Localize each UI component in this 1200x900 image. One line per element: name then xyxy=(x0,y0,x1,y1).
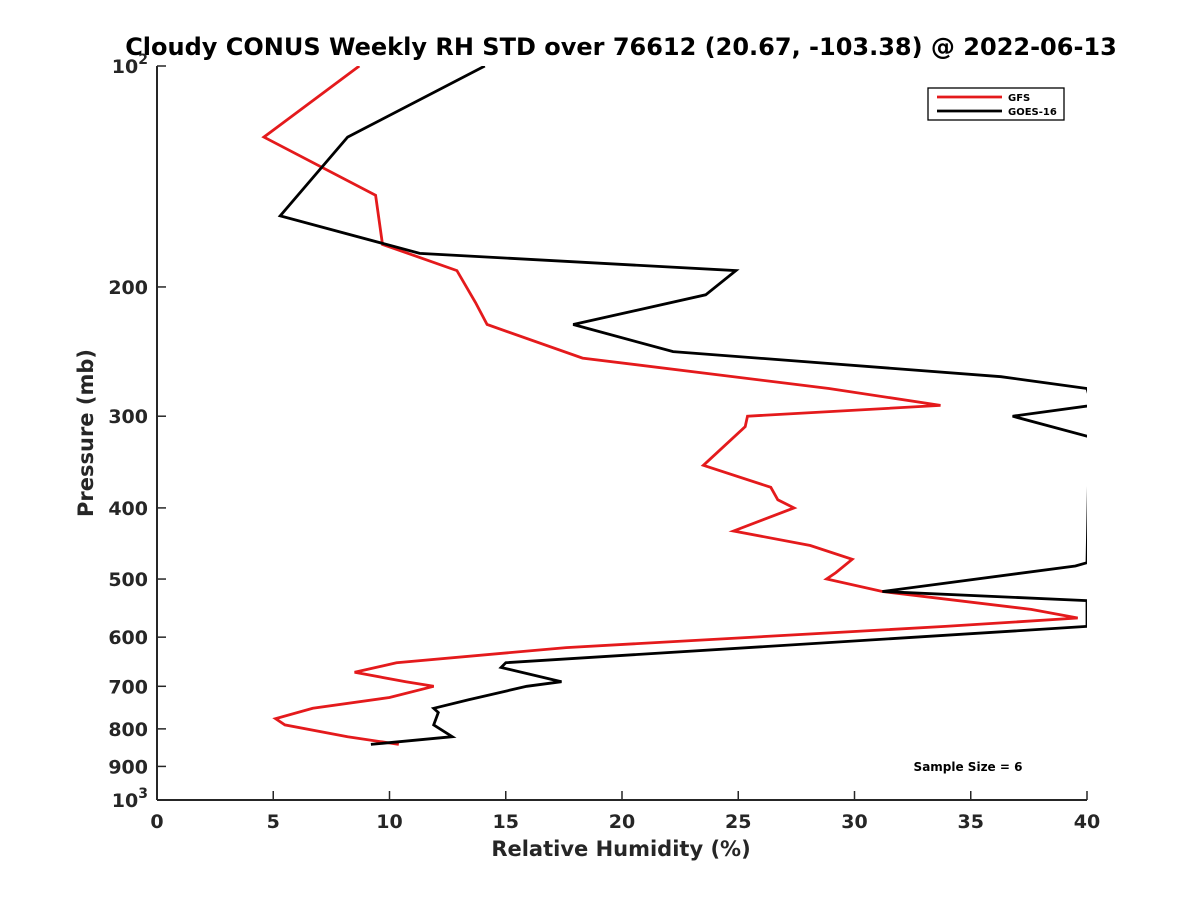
annotation-sample-size: Sample Size = 6 xyxy=(914,760,1023,774)
y-tick-label: 400 xyxy=(108,498,148,520)
legend-box xyxy=(927,87,1065,121)
x-axis-label: Relative Humidity (%) xyxy=(491,837,750,861)
series-line-goes-16 xyxy=(277,66,1087,746)
x-tick-label: 25 xyxy=(725,811,751,833)
y-tick-label: 102 xyxy=(112,52,148,78)
y-tick-label: 500 xyxy=(108,569,148,591)
x-tick-label: 15 xyxy=(493,811,519,833)
x-tick-label: 30 xyxy=(841,811,867,833)
legend-label: GFS xyxy=(1008,93,1030,104)
y-tick-label: 103 xyxy=(112,786,148,812)
y-tick-label: 800 xyxy=(108,719,148,741)
legend: GFS GOES-16 xyxy=(927,87,1065,121)
x-tick-label: 40 xyxy=(1074,811,1100,833)
chart-title: Cloudy CONUS Weekly RH STD over 76612 (2… xyxy=(125,33,1117,61)
axes: 0 5 10 15 20 25 30 35 40 102 200 300 400 500 600 700 800… xyxy=(108,52,1100,833)
legend-label: GOES-16 xyxy=(1008,107,1057,118)
x-tick-label: 0 xyxy=(150,811,163,833)
series-group xyxy=(261,66,1087,746)
y-tick-label: 700 xyxy=(108,676,148,698)
y-tick-label: 200 xyxy=(108,277,148,299)
x-tick-label: 10 xyxy=(376,811,402,833)
series-line-gfs xyxy=(261,66,1078,746)
y-axis-label: Pressure (mb) xyxy=(74,349,98,517)
y-tick-label: 300 xyxy=(108,406,148,428)
x-tick-label: 35 xyxy=(958,811,984,833)
x-tick-label: 5 xyxy=(267,811,280,833)
y-tick-label: 900 xyxy=(108,756,148,778)
y-tick-label: 600 xyxy=(108,627,148,649)
x-tick-label: 20 xyxy=(609,811,635,833)
